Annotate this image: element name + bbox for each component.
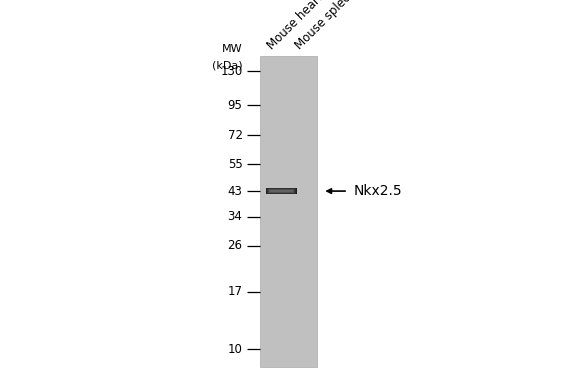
Text: MW: MW — [222, 44, 243, 54]
Bar — [268, 189, 294, 193]
Text: 26: 26 — [228, 239, 243, 252]
Bar — [269, 189, 294, 193]
Text: Mouse heart: Mouse heart — [265, 0, 326, 52]
Bar — [266, 188, 296, 194]
Text: Nkx2.5: Nkx2.5 — [354, 184, 402, 198]
Bar — [267, 188, 296, 194]
Text: 43: 43 — [228, 184, 243, 198]
Text: 17: 17 — [228, 285, 243, 298]
Bar — [260, 56, 317, 367]
Text: 10: 10 — [228, 343, 243, 356]
Text: 72: 72 — [228, 129, 243, 142]
Bar — [269, 190, 293, 192]
Bar — [270, 190, 293, 192]
Text: Mouse spleen: Mouse spleen — [293, 0, 360, 52]
Bar — [268, 189, 295, 194]
Text: 130: 130 — [220, 65, 243, 77]
Text: 55: 55 — [228, 158, 243, 171]
Bar — [265, 188, 297, 194]
Text: 95: 95 — [228, 99, 243, 112]
Text: (kDa): (kDa) — [212, 60, 243, 70]
Text: 34: 34 — [228, 210, 243, 223]
